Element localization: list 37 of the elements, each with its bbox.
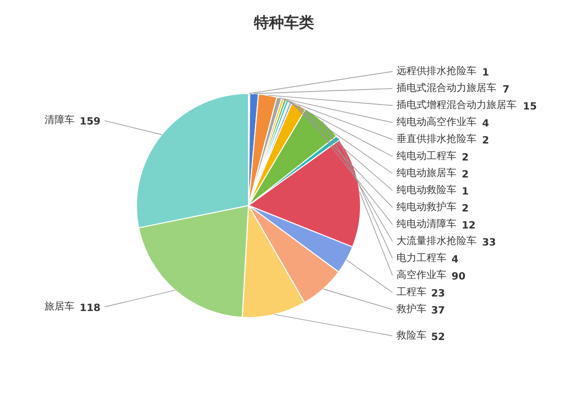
slice-label: 大流量排水抢险车	[396, 235, 476, 247]
slice-label: 救护车	[396, 303, 426, 315]
data-label: 52	[431, 332, 446, 343]
data-label: 37	[431, 306, 446, 316]
slice-label: 纯电动清障车	[396, 218, 456, 230]
data-label: 2	[462, 170, 469, 180]
slice-label: 电力工程车	[396, 252, 446, 264]
slice-label: 工程车	[396, 286, 426, 298]
data-label: 23	[431, 288, 446, 300]
slice-label: 纯电动救护车	[396, 201, 456, 213]
data-label: 90	[452, 272, 466, 282]
slice-label: 垂直供排水抢险车	[396, 133, 476, 145]
slice-label: 插电式混合动力旅居车	[396, 82, 496, 94]
data-label: 159	[80, 116, 101, 128]
slice-label: 清障车	[44, 114, 74, 126]
data-label: 118	[80, 302, 101, 314]
data-label: 33	[482, 238, 496, 248]
data-label: 4	[482, 118, 490, 130]
data-label: 2	[462, 204, 469, 214]
data-label: 4	[452, 254, 458, 266]
chart-title: 特种车类	[253, 14, 314, 32]
slice-label: 救险车	[396, 329, 426, 342]
slice-label: 旅居车	[44, 300, 74, 312]
data-label: 15	[522, 102, 537, 112]
data-label: 2	[462, 152, 469, 164]
slice-label: 纯电动救险车	[396, 184, 456, 196]
slice-label: 纯电动工程车	[396, 150, 456, 162]
slice-label: 纯电动高空作业车	[396, 116, 476, 128]
slice-label: 高空作业车	[396, 269, 446, 281]
data-label: 1	[482, 68, 490, 78]
data-label: 7	[502, 84, 510, 96]
data-label: 2	[482, 136, 490, 146]
data-label: 1	[462, 186, 469, 198]
data-label: 12	[462, 220, 476, 232]
slice-label: 远程供排水抢险车	[396, 65, 476, 77]
slice-label: 插电式增程混合动力旅居车	[396, 99, 516, 111]
slice-label: 纯电动旅居车	[396, 167, 456, 179]
